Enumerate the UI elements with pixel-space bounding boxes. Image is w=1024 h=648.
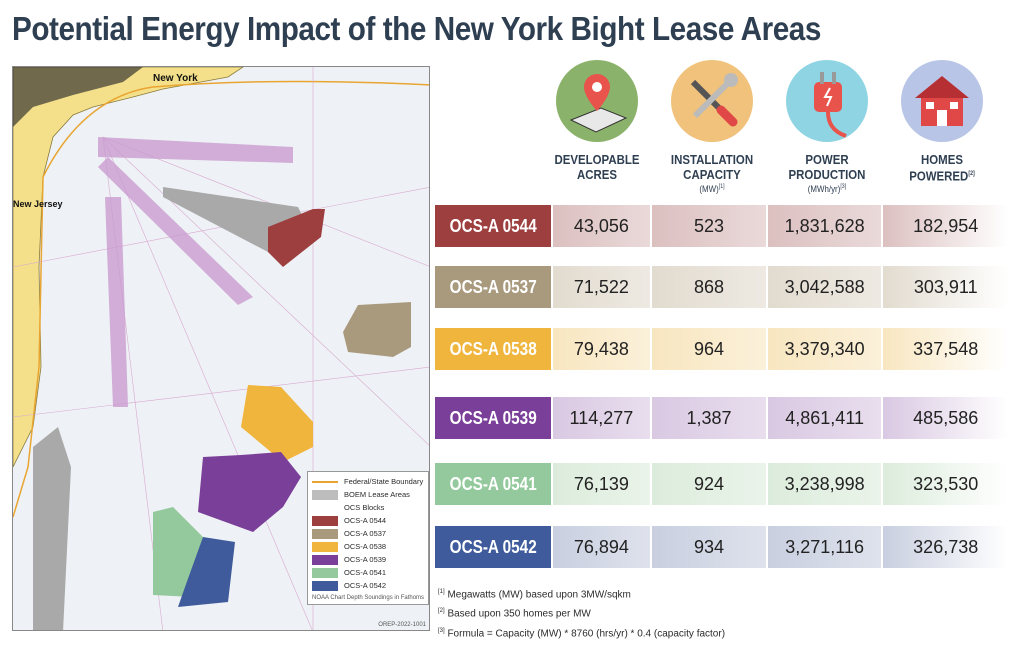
land bbox=[13, 67, 244, 468]
area-ocs-a-0538 bbox=[241, 385, 313, 462]
capacity-cell: 934 bbox=[652, 526, 766, 568]
legend-swatch bbox=[312, 528, 338, 539]
footnote: [2] Based upon 350 homes per MW bbox=[438, 608, 591, 620]
legend-item: OCS Blocks bbox=[312, 501, 424, 514]
area-label: OCS-A 0541 bbox=[435, 463, 551, 505]
capacity-cell: 964 bbox=[652, 328, 766, 370]
shipping-lane bbox=[98, 137, 293, 163]
homes-cell: 485,586 bbox=[883, 397, 1008, 439]
table-row: OCS-A 0539 114,277 1,387 4,861,411 485,5… bbox=[435, 397, 1010, 439]
area-label: OCS-A 0544 bbox=[435, 205, 551, 247]
acres-cell: 43,056 bbox=[552, 205, 651, 247]
area-label: OCS-A 0542 bbox=[435, 526, 551, 568]
acres-cell: 71,522 bbox=[552, 266, 651, 308]
production-cell: 3,379,340 bbox=[767, 328, 882, 370]
area-label: OCS-A 0538 bbox=[435, 328, 551, 370]
capacity-cell: 924 bbox=[652, 463, 766, 505]
homes-cell: 323,530 bbox=[883, 463, 1008, 505]
area-label: OCS-A 0537 bbox=[435, 266, 551, 308]
legend-swatch bbox=[312, 554, 338, 565]
acres-cell: 76,894 bbox=[552, 526, 651, 568]
legend-label: OCS-A 0542 bbox=[344, 581, 387, 590]
capacity-cell: 1,387 bbox=[652, 397, 766, 439]
column-header: POWER PRODUCTION (MWh/yr)[3] bbox=[788, 152, 866, 194]
area-ocs-a-0542 bbox=[178, 537, 235, 607]
legend-label: OCS-A 0539 bbox=[344, 555, 387, 564]
area-ocs-a-0539 bbox=[198, 452, 301, 532]
footnotes: [1] Megawatts (MW) based upon 3MW/sqkm [… bbox=[438, 584, 725, 642]
label-new-jersey: New Jersey bbox=[13, 199, 63, 209]
legend-item: OCS-A 0544 bbox=[312, 514, 424, 527]
legend-item: OCS-A 0538 bbox=[312, 540, 424, 553]
legend-item: OCS-A 0542 bbox=[312, 579, 424, 592]
legend-item: BOEM Lease Areas bbox=[312, 488, 424, 501]
acres-cell: 79,438 bbox=[552, 328, 651, 370]
legend-items: OCS-A 0544 OCS-A 0537 OCS-A 0538 OCS-A 0539… bbox=[312, 514, 424, 592]
map-graphic: New York New Jersey bbox=[13, 67, 429, 630]
boem-swatch bbox=[312, 489, 338, 500]
urban-area bbox=[13, 67, 143, 127]
boundary-swatch bbox=[312, 480, 338, 483]
production-cell: 1,831,628 bbox=[767, 205, 882, 247]
capacity-cell: 523 bbox=[652, 205, 766, 247]
table-row: OCS-A 0544 43,056 523 1,831,628 182,954 bbox=[435, 205, 1010, 247]
shipping-lane bbox=[105, 197, 128, 407]
column-header: INSTALLATION CAPACITY (MW)[1] bbox=[670, 152, 754, 194]
legend-label: OCS-A 0544 bbox=[344, 516, 387, 525]
legend-swatch bbox=[312, 567, 338, 578]
legend-label: OCS-A 0537 bbox=[344, 529, 387, 538]
shipping-lane bbox=[98, 157, 253, 305]
area-label: OCS-A 0539 bbox=[435, 397, 551, 439]
production-cell: 3,238,998 bbox=[767, 463, 882, 505]
legend-item: OCS-A 0537 bbox=[312, 527, 424, 540]
federal-state-boundary bbox=[42, 80, 429, 178]
map-pin-icon bbox=[556, 60, 638, 142]
page-title: Potential Energy Impact of the New York … bbox=[12, 10, 821, 47]
homes-cell: 326,738 bbox=[883, 526, 1008, 568]
legend-swatch bbox=[312, 541, 338, 552]
acres-cell: 76,139 bbox=[552, 463, 651, 505]
legend-label: OCS-A 0541 bbox=[344, 568, 387, 577]
column-header: DEVELOPABLE ACRES bbox=[554, 152, 640, 182]
federal-state-boundary-south bbox=[13, 176, 44, 518]
legend-label: OCS Blocks bbox=[344, 503, 385, 512]
area-ocs-a-0537 bbox=[343, 302, 411, 357]
legend-label: Federal/State Boundary bbox=[344, 477, 424, 486]
map-code: OREP-2022-1001 bbox=[378, 622, 426, 628]
legend-item: OCS-A 0541 bbox=[312, 566, 424, 579]
boem-lease-area bbox=[33, 427, 71, 630]
legend-note: NOAA Chart Depth Soundings in Fathoms bbox=[312, 595, 425, 601]
column-header: HOMES POWERED[2] bbox=[909, 152, 975, 184]
table-row: OCS-A 0542 76,894 934 3,271,116 326,738 bbox=[435, 526, 1010, 568]
map-legend: Federal/State Boundary BOEM Lease Areas … bbox=[307, 471, 429, 605]
production-cell: 3,271,116 bbox=[767, 526, 882, 568]
homes-cell: 337,548 bbox=[883, 328, 1008, 370]
tools-icon bbox=[671, 60, 753, 142]
legend-swatch bbox=[312, 580, 338, 591]
homes-cell: 303,911 bbox=[883, 266, 1008, 308]
capacity-cell: 868 bbox=[652, 266, 766, 308]
homes-cell: 182,954 bbox=[883, 205, 1008, 247]
label-new-york: New York bbox=[153, 73, 198, 84]
production-cell: 3,042,588 bbox=[767, 266, 882, 308]
footnote: [1] Megawatts (MW) based upon 3MW/sqkm bbox=[438, 589, 631, 601]
legend-item: Federal/State Boundary bbox=[312, 475, 424, 488]
table-row: OCS-A 0538 79,438 964 3,379,340 337,548 bbox=[435, 328, 1010, 370]
production-cell: 4,861,411 bbox=[767, 397, 882, 439]
legend-item: OCS-A 0539 bbox=[312, 553, 424, 566]
table-row: OCS-A 0537 71,522 868 3,042,588 303,911 bbox=[435, 266, 1010, 308]
lease-area-map: New York New Jersey Federal/State Bounda… bbox=[12, 66, 430, 631]
acres-cell: 114,277 bbox=[552, 397, 651, 439]
legend-label: OCS-A 0538 bbox=[344, 542, 387, 551]
area-ocs-a-0544 bbox=[268, 209, 325, 267]
legend-swatch bbox=[312, 515, 338, 526]
legend-label: BOEM Lease Areas bbox=[344, 490, 410, 499]
table-row: OCS-A 0541 76,139 924 3,238,998 323,530 bbox=[435, 463, 1010, 505]
house-icon bbox=[901, 60, 983, 142]
power-plug-icon bbox=[786, 60, 868, 142]
footnote: [3] Formula = Capacity (MW) * 8760 (hrs/… bbox=[438, 627, 726, 639]
